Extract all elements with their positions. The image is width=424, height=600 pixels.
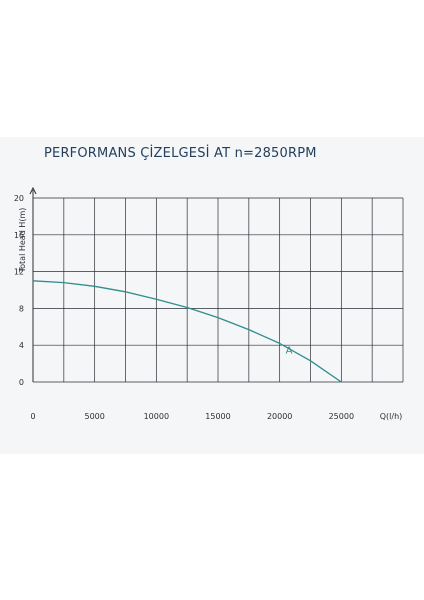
curve-label-a: A: [286, 345, 293, 356]
chart-title: PERFORMANS ÇİZELGESİ AT n=2850RPM: [44, 146, 317, 161]
chart-panel: [0, 137, 424, 454]
grid-layer: [32, 197, 404, 383]
y-tick-label: 4: [19, 341, 24, 350]
y-axis-arrow: [29, 186, 37, 195]
y-tick-label: 12: [14, 268, 24, 277]
y-tick-label: 16: [14, 231, 24, 240]
x-tick-label: 20000: [267, 412, 292, 421]
y-tick-label: 0: [19, 378, 24, 387]
x-tick-label: 15000: [205, 412, 230, 421]
axis-layer: [29, 186, 37, 382]
tick-label-layer: 0 4 8 12 16 20 0 5000 10000 15000 20000 25000: [14, 194, 354, 421]
y-tick-label: 8: [19, 304, 24, 313]
y-tick-label: 20: [14, 194, 24, 203]
x-tick-label: 10000: [144, 412, 169, 421]
x-tick-label: 5000: [84, 412, 104, 421]
x-tick-label: 25000: [329, 412, 354, 421]
x-tick-label: 0: [30, 412, 35, 421]
curve-layer: A: [32, 280, 342, 383]
curve-a: [32, 280, 342, 383]
y-axis-title: Total Head H(m): [18, 208, 27, 274]
x-axis-title: Q(l/h): [380, 412, 403, 421]
